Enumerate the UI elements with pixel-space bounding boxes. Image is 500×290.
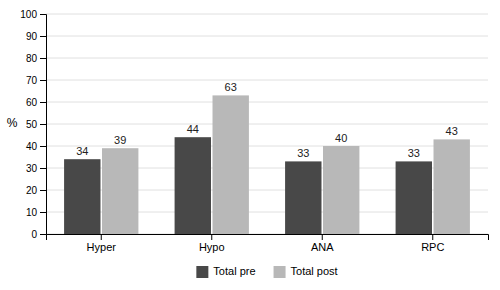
bar [175,137,211,234]
x-tick-label: RPC [421,241,444,253]
grid-line [46,80,488,81]
legend-item: Total post [274,265,338,278]
bar [64,159,100,234]
y-tick-mark [40,58,46,59]
grid-line [46,146,488,147]
y-tick-mark [40,80,46,81]
y-tick-label: 50 [26,119,38,130]
x-tick: Hypo [199,234,225,253]
y-tick: 0 [31,229,46,240]
data-labels: 34 44 33 33 39 63 40 43 [76,81,458,159]
x-tick-mark [101,234,102,240]
data-label: 33 [297,147,309,159]
legend: Total pre Total post [196,265,337,278]
y-tick-mark [40,168,46,169]
y-tick-mark [40,102,46,103]
y-tick-mark [40,14,46,15]
y-tick-label: 40 [26,141,38,152]
grid-line [46,36,488,37]
grid-line [46,102,488,103]
x-axis-line [47,235,489,241]
data-label: 43 [446,125,458,137]
data-label: 39 [114,134,126,146]
y-tick-label: 90 [26,31,38,42]
data-label: 33 [408,147,420,159]
y-tick-label: 0 [31,229,37,240]
legend-item: Total pre [196,265,255,278]
x-tick: Hyper [87,234,117,253]
bar [396,161,432,234]
bars [64,95,470,234]
x-tick-label: ANA [311,241,334,253]
y-tick-label: 10 [26,207,38,218]
bar [323,146,359,234]
y-tick-mark [40,36,46,37]
y-axis-line [40,15,47,235]
y-tick-label: 80 [26,53,38,64]
y-tick-mark [40,212,46,213]
data-label: 40 [335,132,347,144]
y-tick-mark [40,124,46,125]
grid [46,14,488,234]
bar [102,148,138,234]
x-tick-label: Hyper [87,241,117,253]
y-tick: 10 [26,207,46,218]
y-tick: 20 [26,185,46,196]
y-tick-label: 60 [26,97,38,108]
bar [213,95,249,234]
y-tick-label: 100 [20,9,37,20]
y-tick-mark [40,234,46,235]
grid-line [46,14,488,15]
grid-line [46,124,488,125]
plot: 0 10 20 30 40 50 60 70 80 90 100 Hyper Hypo ANA RPC 34 4… [20,9,488,253]
y-tick: 60 [26,97,46,108]
data-label: 44 [187,123,199,135]
y-tick: 80 [26,53,46,64]
x-tick-mark [432,234,433,240]
y-tick: 40 [26,141,46,152]
legend-swatch [196,266,208,278]
chart: 0 10 20 30 40 50 60 70 80 90 100 Hyper Hypo ANA RPC 34 4… [0,0,500,290]
bar [285,161,321,234]
y-tick: 70 [26,75,46,86]
legend-label: Total post [291,265,338,277]
data-label: 63 [225,81,237,93]
x-tick-label: Hypo [199,241,225,253]
x-tick: ANA [311,234,334,253]
y-axis: 0 10 20 30 40 50 60 70 80 90 100 [20,9,46,240]
y-tick: 50 [26,119,46,130]
legend-label: Total pre [213,265,255,277]
y-tick-mark [40,190,46,191]
y-tick: 30 [26,163,46,174]
y-tick: 90 [26,31,46,42]
x-tick-mark [322,234,323,240]
legend-swatch [274,266,286,278]
y-tick-label: 70 [26,75,38,86]
y-axis-title: % [7,116,18,130]
x-tick-mark [211,234,212,240]
data-label: 34 [76,145,88,157]
y-tick-mark [40,146,46,147]
grid-line [46,58,488,59]
x-tick: RPC [421,234,444,253]
x-axis: Hyper Hypo ANA RPC [47,234,489,253]
y-tick-label: 30 [26,163,38,174]
bar [434,139,470,234]
y-tick-label: 20 [26,185,38,196]
y-tick: 100 [20,9,46,20]
